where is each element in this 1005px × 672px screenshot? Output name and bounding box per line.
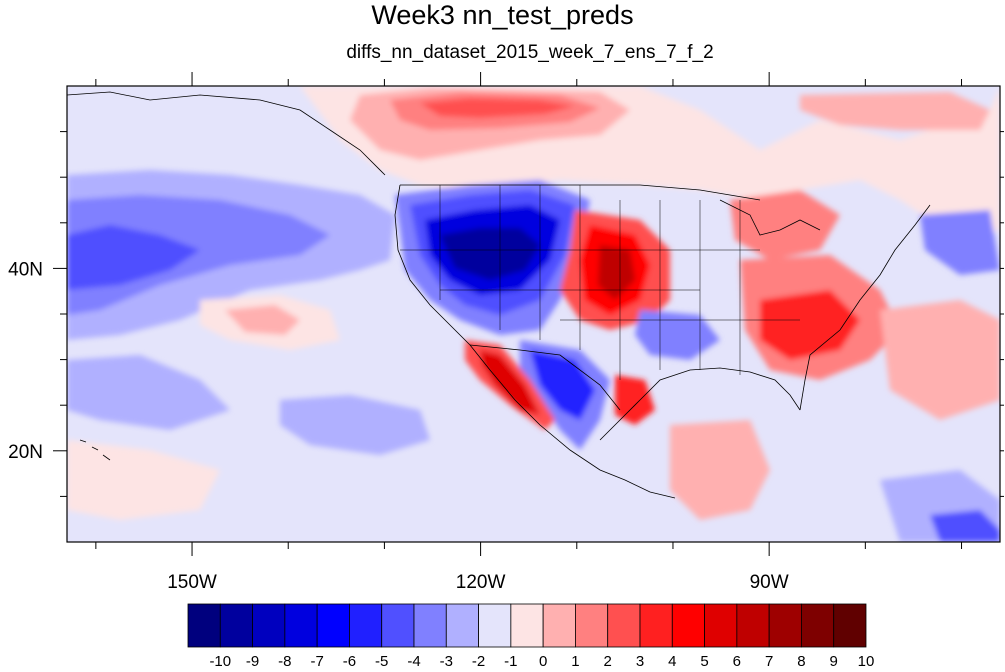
- colorbar-label: -5: [375, 653, 388, 670]
- colorbar-label: -1: [504, 653, 517, 670]
- y-tick-label: 20N: [8, 442, 43, 463]
- colorbar-swatch: [187, 603, 221, 648]
- field-negative-pacific-mid: [67, 195, 330, 315]
- field-positive-atlantic: [880, 300, 1000, 420]
- gulf-coast-line: [599, 367, 801, 441]
- colorbar-swatch: [607, 603, 641, 648]
- map-axes: 150W 120W 90W 40N 20N: [8, 72, 1004, 593]
- colorbar-label: 0: [539, 653, 547, 670]
- field-positive-pacific-ne: [67, 440, 220, 520]
- map-subtitle: diffs_nn_dataset_2015_week_7_ens_7_f_2: [346, 42, 714, 63]
- colorbar-swatch: [671, 603, 705, 648]
- colorbar-swatch: [219, 603, 253, 648]
- coastlines: [67, 91, 931, 499]
- colorbar-label: 2: [604, 653, 612, 670]
- field-negative-pacific-south: [280, 395, 430, 455]
- colorbar-swatch: [768, 603, 802, 648]
- colorbar-label: -9: [246, 653, 259, 670]
- colorbar-swatch: [736, 603, 770, 648]
- colorbar-swatch: [575, 603, 609, 648]
- colorbar-swatch: [542, 603, 576, 648]
- canada-border-line: [400, 184, 761, 201]
- colorbar-label: 5: [700, 653, 708, 670]
- colorbar-swatch: [801, 603, 835, 648]
- field-negative-pacific-sw: [67, 355, 230, 430]
- field-positive-baja-core: [480, 350, 540, 415]
- field-positive-northeast: [730, 190, 840, 260]
- colorbar-swatch: [639, 603, 673, 648]
- colorbar-label: 7: [765, 653, 773, 670]
- colorbar-label: 9: [830, 653, 838, 670]
- colorbar-label: -4: [407, 653, 420, 670]
- field-negative-west-peak: [440, 228, 540, 280]
- field-positive-north-peak: [420, 98, 575, 118]
- colorbar-label: 1: [571, 653, 579, 670]
- colorbar-label: 4: [668, 653, 676, 670]
- x-tick-label: 90W: [750, 572, 789, 593]
- colorbar-swatch: [381, 603, 415, 648]
- colorbar-label: 10: [858, 653, 875, 670]
- mexico-border-line: [469, 344, 621, 411]
- field-positive-plains-peak: [598, 245, 635, 300]
- colorbar-label: 6: [733, 653, 741, 670]
- colorbar-swatch: [413, 603, 447, 648]
- field-positive-east-top: [800, 92, 990, 130]
- colorbar-swatch: [316, 603, 350, 648]
- great-lakes-line: [719, 199, 821, 236]
- colorbar-label: -7: [310, 653, 323, 670]
- alaska-coast-line: [67, 91, 386, 176]
- colorbar-swatch: [284, 603, 318, 648]
- colorbar-swatch: [445, 603, 479, 648]
- field-positive-southeast-core: [760, 290, 860, 360]
- colorbar-swatch: [704, 603, 738, 648]
- field-negative-midsouth: [635, 310, 720, 360]
- field-negative-caribbean-core: [930, 510, 1000, 542]
- x-tick-label: 150W: [167, 572, 217, 593]
- state-lines: [400, 185, 800, 380]
- colorbar-label: -2: [472, 653, 485, 670]
- field-negative-atlantic-ne: [920, 210, 1000, 275]
- difference-field: [67, 86, 1000, 542]
- map-title: Week3 nn_test_preds: [371, 0, 634, 30]
- colorbar-label: -3: [440, 653, 453, 670]
- colorbar-swatch: [833, 603, 867, 648]
- east-coast-line: [799, 204, 931, 411]
- y-tick-label: 40N: [8, 259, 43, 280]
- field-positive-pacific-blob: [225, 305, 300, 335]
- colorbar-label: -6: [343, 653, 356, 670]
- colorbar-swatch: [510, 603, 544, 648]
- colorbar: -10 -9 -8 -7 -6 -5 -4 -3 -2 -1 0 1 2 3 4 5 6 7 8 9 10: [187, 603, 875, 670]
- hawaii-islands: [79, 439, 111, 461]
- colorbar-swatch: [349, 603, 383, 648]
- field-negative-southcentral-core: [530, 350, 595, 420]
- colorbar-swatch: [478, 603, 512, 648]
- x-tick-label: 120W: [456, 572, 506, 593]
- west-coast-line: [394, 184, 676, 499]
- field-positive-mexico-halo: [670, 420, 770, 520]
- colorbar-label: -8: [278, 653, 291, 670]
- colorbar-label: 8: [797, 653, 805, 670]
- colorbar-label: 3: [636, 653, 644, 670]
- field-negative-pacific-core: [67, 225, 200, 290]
- field-positive-texas: [615, 375, 655, 425]
- colorbar-label: -10: [209, 653, 231, 670]
- colorbar-swatch: [252, 603, 286, 648]
